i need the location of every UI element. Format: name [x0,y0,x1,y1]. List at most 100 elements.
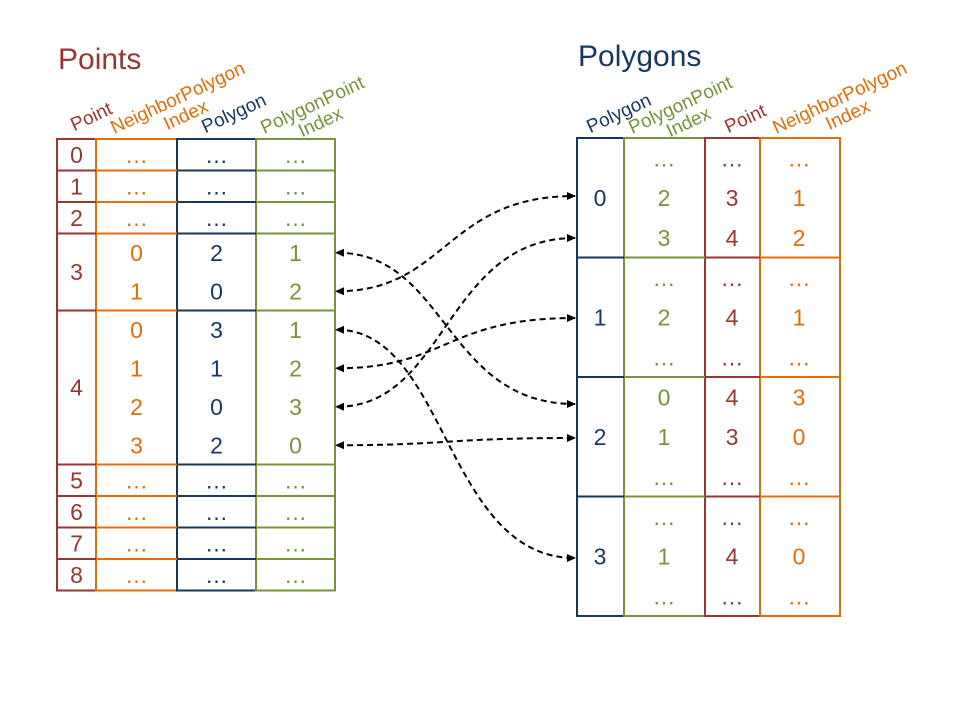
points-point-cell: 6 [70,499,83,525]
points-neighbor-cell: … [125,467,148,493]
points-polygonpoint-cell: 2 [289,355,302,381]
points-neighbor-cell: 1 [130,278,143,304]
points-neighbor-cell: … [125,562,148,588]
points-polygonpoint-cell: … [284,530,307,556]
polygons-polygon-cell: 3 [594,543,607,569]
points-neighbor-cell: 1 [130,355,143,381]
link-arrow [335,248,576,408]
link-arrow [335,325,576,562]
polygons-neighbor-cell: … [788,464,811,490]
points-polygon-cell: 2 [210,240,223,266]
polygons-point-cell: 3 [726,424,739,450]
points-polygon-cell: … [205,205,228,231]
points-polygonpoint-cell: 1 [289,317,302,343]
points-col-polygonpoint [255,138,336,592]
points-point-cell: 8 [70,562,83,588]
points-neighbor-cell: 3 [130,432,143,458]
points-polygonpoint-cell: 1 [289,240,302,266]
polygons-point-cell: 3 [726,185,739,211]
polygons-polygon-cell: 1 [594,304,607,330]
polygons-table: 0…… …2 3 13 4 21…… …2 4 1…… …20 4 31 3 0…… …3…… …1 4 0……… [576,137,841,617]
polygons-neighbor-cell: … [788,504,811,530]
polygons-polygonpoint-cell: 2 [658,305,671,331]
points-polygonpoint-cell: 2 [289,278,302,304]
points-neighbor-cell: 2 [130,394,143,420]
points-polygonpoint-cell: … [284,499,307,525]
polygons-polygonpoint-cell: … [653,504,676,530]
polygons-neighbor-cell: 1 [793,185,806,211]
polygons-neighbor-cell: 0 [793,424,806,450]
points-table: … … … 0 … … … 1 … … … 2 0 2 1 1 0 2 3 0 3 1 1 1 2 2 0 3 3 2 0 4 … … … 5 … … … 6… [56,138,336,592]
points-neighbor-cell: … [125,142,148,168]
points-polygon-cell: 0 [210,394,223,420]
polygons-point-cell: … [721,145,744,171]
points-polygon-cell: … [205,467,228,493]
polygons-neighbor-cell: 3 [793,384,806,410]
points-polygonpoint-cell: 0 [289,432,302,458]
points-neighbor-cell: 0 [130,317,143,343]
polygons-point-cell: 4 [726,225,739,251]
points-polygonpoint-cell: 3 [289,394,302,420]
points-polygon-cell: 1 [210,355,223,381]
polygons-point-cell: … [721,265,744,291]
polygons-polygonpoint-cell: 2 [658,185,671,211]
polygons-neighbor-cell: 2 [793,225,806,251]
points-polygon-cell: … [205,530,228,556]
points-polygonpoint-cell: … [284,467,307,493]
polygons-polygonpoint-cell: 1 [658,424,671,450]
points-polygon-cell: 0 [210,278,223,304]
polygons-polygon-cell: 2 [594,424,607,450]
points-polygon-cell: … [205,499,228,525]
points-neighbor-cell: … [125,530,148,556]
links [335,192,576,562]
points-point-cell: 1 [70,173,83,199]
link-arrow [335,192,576,296]
polygons-polygonpoint-cell: 0 [658,384,671,410]
points-point-cell: 3 [70,259,83,285]
points-title: Points [58,43,142,76]
link-arrow [335,314,576,373]
polygons-point-cell: … [721,345,744,371]
points-point-cell: 2 [70,205,83,231]
polygons-polygonpoint-cell: … [653,265,676,291]
polygons-point-cell: … [721,504,744,530]
points-point-cell: 5 [70,467,83,493]
polygons-neighbor-cell: 1 [793,305,806,331]
points-neighbor-cell: … [125,173,148,199]
polygons-neighbor-cell: … [788,265,811,291]
polygons-polygonpoint-cell: … [653,345,676,371]
polygons-point-cell: 4 [726,305,739,331]
polygons-neighbor-cell: 0 [793,544,806,570]
polygons-point-cell: 4 [726,544,739,570]
polygons-point-cell: … [721,584,744,610]
points-polygonpoint-cell: … [284,205,307,231]
polygons-polygon-cell: 0 [594,185,607,211]
points-polygonpoint-cell: … [284,562,307,588]
points-polygon-cell: 3 [210,317,223,343]
points-neighbor-cell: … [125,205,148,231]
points-neighbor-cell: … [125,499,148,525]
points-neighbor-cell: 0 [130,240,143,266]
link-arrow [335,234,576,411]
polygons-polygonpoint-cell: … [653,464,676,490]
points-point-cell: 4 [70,375,83,401]
points-polygon-cell: … [205,562,228,588]
polygons-neighbor-cell: … [788,145,811,171]
polygons-polygonpoint-cell: … [653,145,676,171]
points-point-cell: 0 [70,142,83,168]
points-polygon-cell: … [205,142,228,168]
polygons-point-cell: … [721,464,744,490]
polygons-neighbor-cell: … [788,584,811,610]
polygons-point-cell: 4 [726,384,739,410]
points-polygon-cell: 2 [210,432,223,458]
polygons-polygonpoint-cell: … [653,584,676,610]
points-polygon-cell: … [205,173,228,199]
points-point-cell: 7 [70,530,83,556]
polygons-neighbor-cell: … [788,345,811,371]
polygons-polygonpoint-cell: 3 [658,225,671,251]
polygons-title: Polygons [578,40,702,73]
points-polygonpoint-cell: … [284,173,307,199]
points-polygonpoint-cell: … [284,142,307,168]
